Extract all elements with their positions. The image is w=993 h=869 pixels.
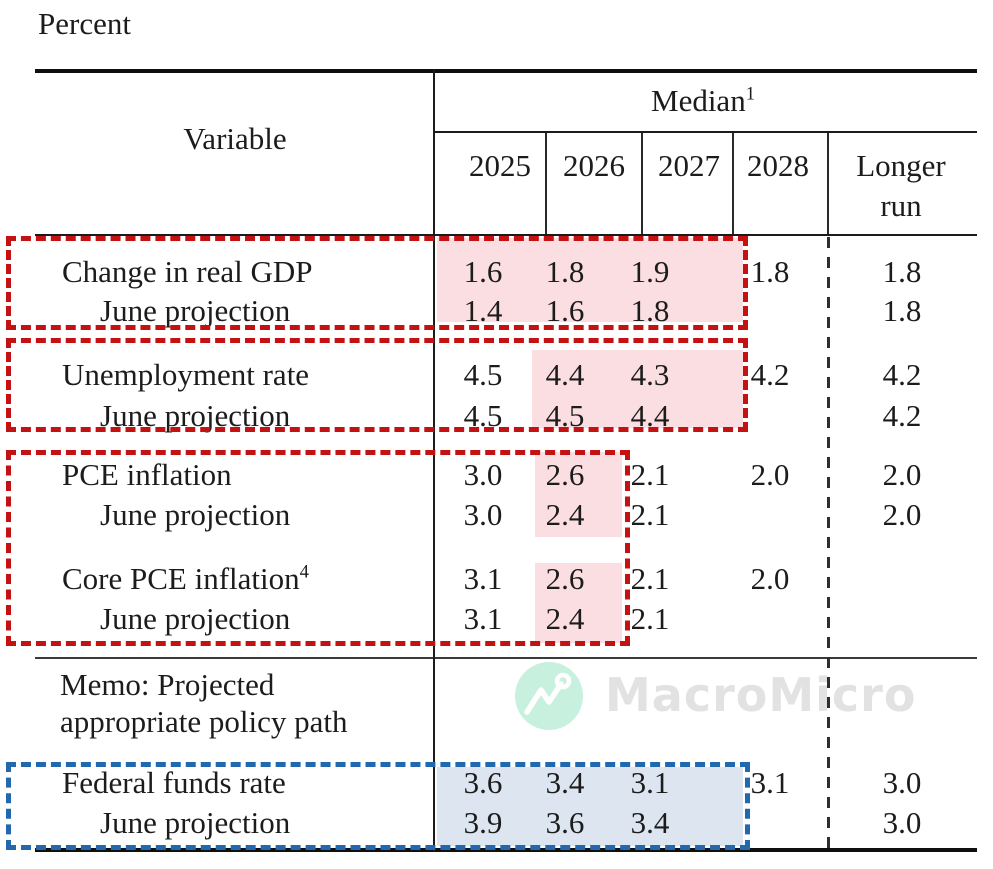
pce-highlight-fill bbox=[535, 452, 622, 537]
row-label-unemployment: Unemployment rate bbox=[62, 357, 310, 392]
year-header-2026: 2026 bbox=[563, 148, 625, 183]
row-label-fed-funds: Federal funds rate bbox=[62, 765, 286, 800]
core-pce-footnote-marker: 4 bbox=[299, 561, 309, 583]
cell-fed-funds-2028: 3.1 bbox=[750, 765, 790, 800]
year-divider-2028-longer-run bbox=[827, 133, 829, 234]
core-pce-highlight-fill bbox=[535, 563, 622, 643]
cell-gdp-longer-run: 1.8 bbox=[882, 254, 922, 289]
cell-core-pce-june-2025: 3.1 bbox=[463, 601, 503, 636]
cell-gdp-june-longer-run: 1.8 bbox=[882, 293, 922, 328]
watermark-text: MacroMicro bbox=[605, 668, 917, 722]
cell-gdp-2027: 1.9 bbox=[630, 254, 670, 289]
row-label-fed-funds-june: June projection bbox=[100, 805, 291, 840]
cell-pce-longer-run: 2.0 bbox=[882, 457, 922, 492]
cell-pce-june-longer-run: 2.0 bbox=[882, 497, 922, 532]
row-label-core-pce: Core PCE inflation4 bbox=[62, 561, 309, 597]
median-underline bbox=[434, 131, 977, 133]
cell-core-pce-2028: 2.0 bbox=[750, 561, 790, 596]
cell-gdp-2025: 1.6 bbox=[463, 254, 503, 289]
row-label-gdp-june: June projection bbox=[100, 293, 291, 328]
cell-unemployment-2026: 4.4 bbox=[545, 357, 585, 392]
red-annotation-box-gdp bbox=[6, 236, 748, 330]
cell-core-pce-june-2026: 2.4 bbox=[545, 601, 585, 636]
percent-label: Percent bbox=[38, 6, 131, 41]
longer-run-dashed-divider bbox=[827, 237, 830, 848]
unemployment-highlight-fill bbox=[532, 350, 743, 428]
cell-pce-2027: 2.1 bbox=[630, 457, 670, 492]
cell-core-pce-2025: 3.1 bbox=[463, 561, 503, 596]
watermark-logo-icon bbox=[515, 662, 583, 730]
cell-unemployment-2027: 4.3 bbox=[630, 357, 670, 392]
memo-line1: Memo: Projected bbox=[60, 667, 275, 702]
cell-pce-2025: 3.0 bbox=[463, 457, 503, 492]
variable-column-divider bbox=[433, 69, 435, 852]
cell-unemployment-longer-run: 4.2 bbox=[882, 357, 922, 392]
table-top-border bbox=[35, 69, 977, 73]
cell-fed-funds-june-2027: 3.4 bbox=[630, 805, 670, 840]
cell-unemployment-2028: 4.2 bbox=[750, 357, 790, 392]
fed-funds-highlight-fill bbox=[437, 767, 743, 846]
cell-fed-funds-2025: 3.6 bbox=[463, 765, 503, 800]
memo-top-line bbox=[35, 657, 977, 659]
cell-pce-2028: 2.0 bbox=[750, 457, 790, 492]
year-header-2028: 2028 bbox=[747, 148, 809, 183]
cell-core-pce-2027: 2.1 bbox=[630, 561, 670, 596]
row-label-gdp: Change in real GDP bbox=[62, 254, 313, 289]
year-divider-2026-2027 bbox=[641, 133, 643, 234]
row-label-core-pce-june: June projection bbox=[100, 601, 291, 636]
cell-gdp-2028: 1.8 bbox=[750, 254, 790, 289]
cell-fed-funds-june-longer-run: 3.0 bbox=[882, 805, 922, 840]
red-annotation-box-inflation bbox=[6, 450, 630, 646]
variable-header: Variable bbox=[183, 121, 287, 156]
cell-core-pce-june-2027: 2.1 bbox=[630, 601, 670, 636]
cell-pce-2026: 2.6 bbox=[545, 457, 585, 492]
blue-annotation-box-fed-funds bbox=[6, 762, 750, 850]
median-header-text: Median bbox=[651, 83, 746, 118]
cell-pce-june-2027: 2.1 bbox=[630, 497, 670, 532]
cell-fed-funds-2026: 3.4 bbox=[545, 765, 585, 800]
cell-gdp-june-2027: 1.8 bbox=[630, 293, 670, 328]
year-header-2027: 2027 bbox=[658, 148, 720, 183]
table-bottom-border bbox=[35, 848, 977, 852]
cell-gdp-june-2026: 1.6 bbox=[545, 293, 585, 328]
row-label-pce-june: June projection bbox=[100, 497, 291, 532]
gdp-highlight-fill bbox=[437, 238, 743, 322]
year-divider-2027-2028 bbox=[732, 133, 734, 234]
red-annotation-box-unemployment bbox=[6, 338, 748, 432]
longer-run-header-line2: run bbox=[880, 188, 922, 223]
cell-unemployment-june-longer-run: 4.2 bbox=[882, 398, 922, 433]
median-header: Median1 bbox=[651, 83, 755, 119]
cell-gdp-2026: 1.8 bbox=[545, 254, 585, 289]
memo-line2: appropriate policy path bbox=[60, 704, 348, 739]
header-bottom-line bbox=[35, 234, 977, 236]
cell-fed-funds-june-2025: 3.9 bbox=[463, 805, 503, 840]
cell-core-pce-2026: 2.6 bbox=[545, 561, 585, 596]
cell-fed-funds-june-2026: 3.6 bbox=[545, 805, 585, 840]
cell-fed-funds-longer-run: 3.0 bbox=[882, 765, 922, 800]
longer-run-header-line1: Longer bbox=[856, 148, 946, 183]
cell-pce-june-2025: 3.0 bbox=[463, 497, 503, 532]
year-header-2025: 2025 bbox=[469, 148, 531, 183]
cell-unemployment-2025: 4.5 bbox=[463, 357, 503, 392]
cell-gdp-june-2025: 1.4 bbox=[463, 293, 503, 328]
cell-fed-funds-2027: 3.1 bbox=[630, 765, 670, 800]
year-divider-2025-2026 bbox=[545, 133, 547, 234]
cell-pce-june-2026: 2.4 bbox=[545, 497, 585, 532]
median-footnote-marker: 1 bbox=[745, 83, 755, 105]
row-label-pce: PCE inflation bbox=[62, 457, 232, 492]
core-pce-label-text: Core PCE inflation bbox=[62, 561, 300, 596]
